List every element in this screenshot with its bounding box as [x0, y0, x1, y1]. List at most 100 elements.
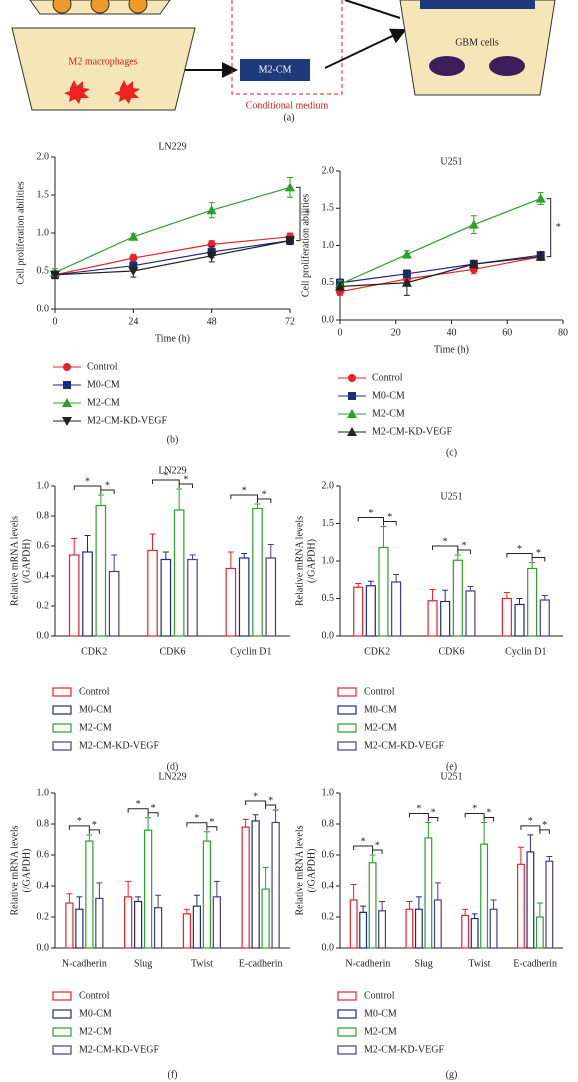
y-tick-label: 0.6 — [37, 540, 50, 551]
significance-bracket — [73, 485, 102, 490]
point — [285, 182, 295, 192]
bar — [82, 551, 93, 637]
legend-label: M0-CM — [79, 704, 112, 715]
error-bar — [546, 856, 553, 862]
error-bar — [369, 854, 376, 863]
error-bar — [272, 809, 279, 823]
legend-label: M2-CM-KD-VEGF — [364, 1044, 444, 1055]
legend-swatch — [337, 723, 357, 733]
x-tick-label: CDK6 — [159, 646, 185, 657]
error-bar — [415, 896, 422, 910]
x-axis-label: Time (h) — [434, 344, 469, 355]
x-tick-label: 0 — [53, 316, 58, 327]
point — [468, 259, 479, 269]
legend-marker — [62, 398, 72, 407]
bar — [65, 902, 74, 949]
legend-swatch — [337, 1027, 357, 1037]
significance-bracket — [506, 553, 533, 558]
legend-label: M2-CM — [372, 408, 405, 419]
significance-bracket — [464, 812, 485, 818]
legend-swatch — [52, 991, 72, 1001]
error-bar — [379, 901, 386, 911]
bar — [124, 896, 133, 949]
error-bar — [360, 905, 367, 913]
significance-bracket — [245, 800, 267, 806]
y-tick-label: 1.0 — [37, 787, 50, 798]
diagram: M2 macrophages M2-CM Conditional medium … — [11, 0, 556, 123]
bar — [252, 507, 263, 637]
legend-swatch — [52, 687, 72, 697]
bar — [182, 913, 192, 949]
error-bar — [367, 580, 374, 586]
significance-label: * — [268, 795, 273, 806]
y-axis-label: (/GAPDH) — [306, 849, 317, 893]
legend-label: M2-CM-KD-VEGF — [87, 415, 167, 426]
error-bar — [203, 831, 210, 842]
legend-swatch — [52, 705, 72, 715]
point — [468, 219, 479, 229]
point — [128, 267, 139, 276]
series-line — [54, 186, 291, 274]
point — [401, 277, 412, 287]
significance-label: * — [242, 485, 247, 496]
y-tick-label: 1.5 — [322, 203, 335, 214]
bar — [465, 590, 476, 637]
bar — [480, 843, 489, 949]
legend-label: M0-CM — [79, 1008, 112, 1019]
panel-label: (d) — [167, 761, 179, 772]
x-tick-label: Cyclin D1 — [505, 646, 546, 657]
x-tick-label: 72 — [285, 316, 295, 327]
series-line — [339, 254, 541, 284]
bar — [173, 509, 185, 637]
y-tick-label: 0.5 — [37, 265, 50, 276]
legend-label: M2-CM-KD-VEGF — [79, 740, 159, 751]
bar — [271, 821, 280, 949]
bar — [265, 557, 277, 637]
bar — [378, 546, 389, 637]
error-bar — [536, 902, 543, 917]
error-bar — [541, 595, 548, 600]
error-bar — [183, 908, 190, 914]
significance-bracket — [382, 521, 397, 526]
bar — [452, 559, 463, 637]
bar — [359, 911, 368, 949]
bar — [95, 504, 107, 637]
significance-label: * — [517, 544, 522, 555]
chart-title: LN229 — [158, 141, 186, 152]
significance-bracket — [408, 812, 429, 818]
significance-label: * — [472, 804, 477, 815]
arrow — [324, 28, 407, 69]
x-tick-label: Cyclin D1 — [230, 646, 271, 657]
chart-title: LN229 — [158, 465, 186, 476]
significance-bracket — [531, 557, 546, 562]
bar — [489, 908, 498, 949]
x-axis-label: Time (h) — [155, 333, 190, 344]
legend-label: M2-CM — [87, 397, 120, 408]
error-bar — [84, 535, 91, 552]
legend-swatch — [337, 1045, 357, 1055]
series-line — [54, 236, 291, 276]
series-line — [54, 240, 291, 276]
significance-label: * — [92, 820, 97, 831]
legend-swatch — [52, 1045, 72, 1055]
x-tick-label: E-cadherin — [513, 958, 557, 969]
x-tick-label: CDK6 — [438, 646, 464, 657]
point — [535, 251, 546, 261]
significance-label: * — [136, 799, 141, 810]
significance-bracket — [230, 494, 258, 499]
bar — [440, 600, 451, 637]
bar — [68, 554, 80, 637]
error-bar — [254, 503, 261, 509]
point — [129, 254, 138, 263]
significance-label: * — [556, 222, 561, 233]
error-bar — [66, 893, 73, 904]
legend-label: M2-CM-KD-VEGF — [372, 426, 452, 437]
significance-bracket — [100, 489, 115, 494]
cell — [90, 0, 110, 14]
bar — [251, 820, 260, 949]
bar — [75, 908, 84, 949]
gbm-cell — [489, 56, 525, 76]
point — [206, 251, 217, 261]
significance-label: * — [528, 816, 533, 827]
error-bar — [71, 538, 78, 555]
